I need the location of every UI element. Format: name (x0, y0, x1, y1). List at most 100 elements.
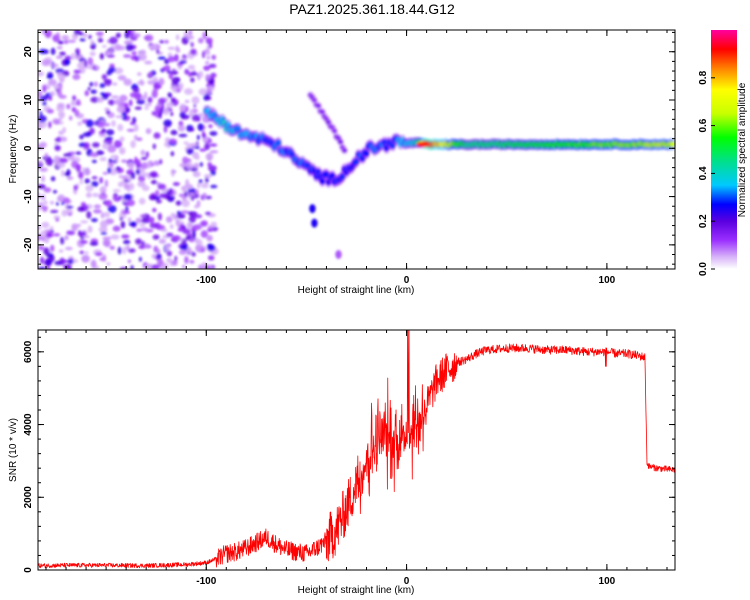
spectrogram-y-axis-label: Frequency (Hz) (8, 115, 19, 184)
noise-blob (163, 107, 170, 115)
noise-blob (76, 99, 81, 105)
noise-blob (91, 159, 97, 164)
secondary-blob (311, 218, 318, 228)
noise-blob (55, 55, 63, 59)
noise-blob (99, 156, 107, 162)
noise-blob (200, 230, 208, 238)
noise-blob (107, 145, 117, 153)
noise-blob (182, 156, 189, 164)
noise-blob (105, 110, 111, 115)
noise-blob (130, 171, 136, 180)
noise-blob (46, 109, 54, 114)
noise-blob (67, 258, 75, 265)
noise-blob (98, 193, 108, 200)
noise-blob (122, 210, 131, 215)
noise-blob (42, 85, 47, 93)
noise-blob (210, 221, 218, 227)
noise-blob (147, 96, 153, 104)
noise-blob (54, 260, 63, 266)
x-tick-label: -100 (196, 275, 216, 286)
noise-blob (123, 78, 132, 86)
noise-blob (188, 30, 193, 36)
noise-blob (191, 114, 201, 122)
noise-blob (58, 121, 64, 125)
noise-blob (57, 102, 65, 109)
noise-blob (170, 85, 179, 90)
noise-blob (147, 80, 156, 85)
noise-blob (101, 128, 106, 134)
noise-blob (147, 45, 156, 49)
noise-blob (104, 179, 109, 188)
noise-blob (121, 112, 127, 120)
noise-blob (108, 99, 115, 106)
noise-blob (209, 131, 218, 136)
noise-blob (49, 63, 59, 68)
noise-blob (45, 266, 51, 269)
noise-blob (131, 51, 137, 56)
noise-blob (127, 259, 131, 264)
noise-blob (135, 238, 142, 245)
noise-blob (61, 35, 70, 41)
noise-blob (140, 149, 146, 156)
noise-blob (165, 216, 173, 223)
noise-blob (122, 246, 127, 255)
noise-blob (175, 45, 180, 53)
snr-frame (37, 329, 676, 571)
noise-blob (75, 164, 82, 172)
noise-blob (158, 97, 166, 105)
signal-peak (416, 141, 429, 147)
noise-blob (65, 246, 73, 251)
noise-blob (139, 79, 144, 85)
noise-blob (207, 228, 213, 232)
noise-blob (184, 256, 189, 264)
noise-blob (99, 83, 106, 88)
noise-blob (105, 129, 115, 136)
noise-blob (70, 100, 76, 107)
noise-blob (150, 180, 158, 185)
noise-blob (49, 91, 56, 97)
y-tick-label: 4000 (23, 413, 34, 436)
noise-blob (86, 211, 92, 219)
noise-blob (80, 202, 86, 207)
noise-blob (86, 131, 91, 136)
noise-blob (205, 176, 209, 184)
noise-blob (188, 109, 194, 117)
noise-blob (155, 189, 160, 197)
noise-blob (147, 216, 155, 224)
noise-blob (148, 71, 152, 79)
noise-blob (170, 97, 176, 103)
noise-blob (95, 31, 104, 37)
noise-blob (121, 234, 130, 239)
noise-blob (59, 157, 68, 164)
noise-blob (107, 205, 117, 213)
noise-blob (99, 186, 107, 194)
noise-blob (102, 142, 109, 150)
noise-blob (103, 79, 112, 83)
noise-blob (40, 194, 46, 201)
noise-blob (208, 42, 213, 49)
noise-blob (125, 244, 130, 251)
noise-blob (167, 92, 173, 98)
noise-blob (46, 74, 54, 80)
noise-blob (144, 60, 153, 65)
noise-blob (167, 197, 175, 202)
noise-blob (169, 224, 174, 230)
noise-blob (66, 169, 71, 177)
noise-blob (107, 167, 112, 174)
noise-blob (200, 220, 208, 227)
noise-blob (70, 52, 76, 60)
noise-blob (85, 119, 94, 128)
noise-blob (129, 92, 137, 98)
spectrogram-x-axis-label: Height of straight line (km) (298, 285, 415, 296)
noise-blob (79, 134, 84, 140)
noise-blob (96, 150, 105, 156)
noise-blob (84, 142, 90, 150)
noise-blob (168, 72, 173, 80)
snr-y-axis-label: SNR (10 * v/v) (8, 418, 19, 482)
noise-blob (137, 52, 143, 57)
noise-blob (99, 177, 103, 184)
noise-blob (135, 217, 142, 224)
noise-blob (115, 32, 121, 38)
noise-blob (145, 128, 152, 135)
noise-blob (38, 226, 42, 230)
